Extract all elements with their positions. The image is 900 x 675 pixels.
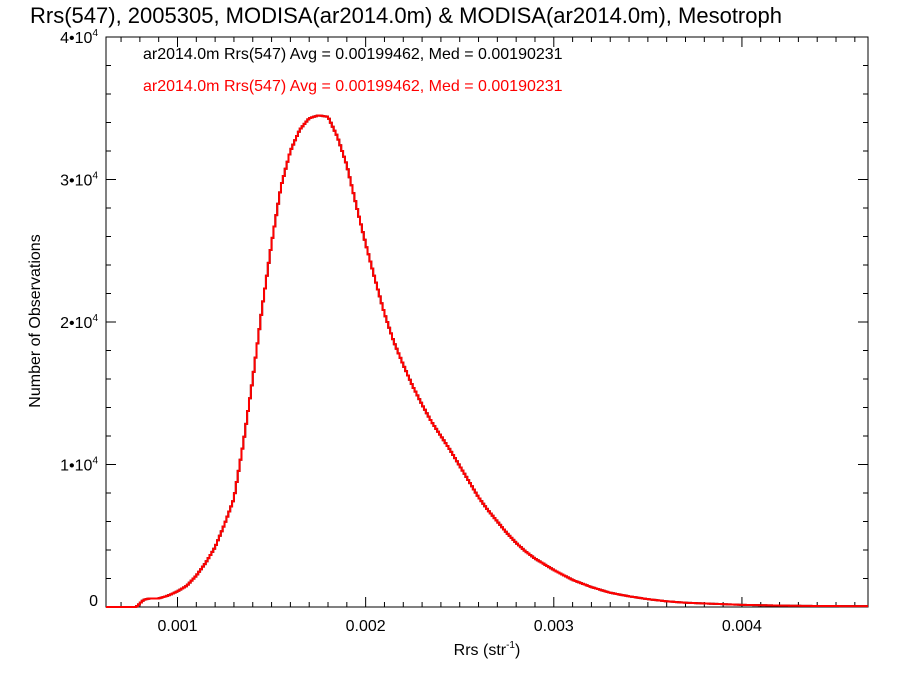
y-tick-label-exponent: 4 xyxy=(92,313,98,324)
y-tick-label-mantissa: 2•10 xyxy=(60,315,92,332)
x-tick-label: 0.001 xyxy=(157,618,197,635)
y-tick-label-mantissa: 3•10 xyxy=(60,173,92,190)
y-tick-label: 1•104 xyxy=(60,456,98,475)
y-tick-label-exponent: 4 xyxy=(92,28,98,39)
x-axis-label: Rrs (str-1) xyxy=(454,640,521,659)
y-tick-label: 0 xyxy=(89,593,98,610)
y-tick-label-exponent: 4 xyxy=(92,171,98,182)
legend-entry-black: ar2014.0m Rrs(547) Avg = 0.00199462, Med… xyxy=(143,46,563,63)
x-tick-label: 0.004 xyxy=(722,618,762,635)
plot-border xyxy=(105,36,869,608)
y-axis-label: Number of Observations xyxy=(27,234,44,407)
y-tick-label: 3•104 xyxy=(60,171,98,190)
plot-frame xyxy=(105,36,869,608)
y-tick-label: 4•104 xyxy=(60,28,98,47)
x-axis-ticks: 0.001 0.002 0.003 0.004 xyxy=(120,37,856,635)
legend-entry-red: ar2014.0m Rrs(547) Avg = 0.00199462, Med… xyxy=(143,78,563,95)
x-tick-label: 0.003 xyxy=(534,618,574,635)
y-tick-label-exponent: 4 xyxy=(92,456,98,467)
chart-title: Rrs(547), 2005305, MODISA(ar2014.0m) & M… xyxy=(30,3,782,28)
series-layer xyxy=(106,114,868,608)
series-line-red xyxy=(106,114,868,608)
x-tick-label: 0.002 xyxy=(346,618,386,635)
y-tick-label-mantissa: 4•10 xyxy=(60,30,92,47)
y-tick-label-mantissa: 0 xyxy=(89,593,98,610)
y-tick-label: 2•104 xyxy=(60,313,98,332)
y-tick-label-mantissa: 1•10 xyxy=(60,458,92,475)
